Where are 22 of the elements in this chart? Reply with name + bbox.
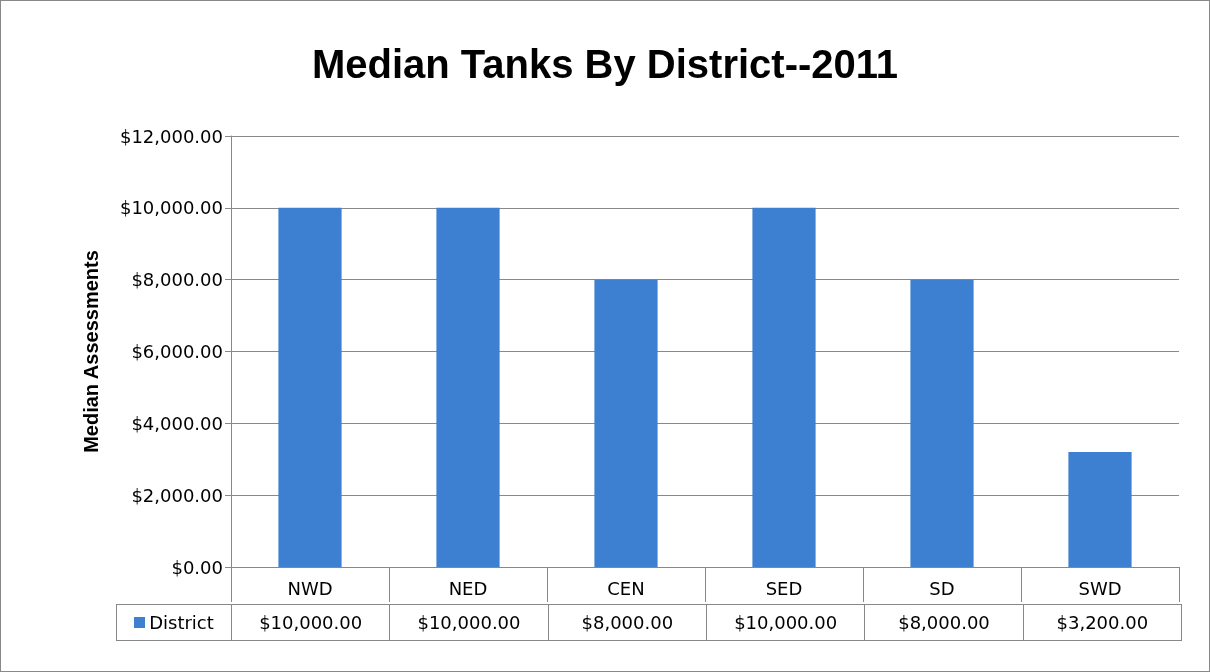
y-tick-label: $8,000.00 [131,269,223,291]
data-label: $10,000.00 [706,604,866,641]
data-label: $8,000.00 [547,604,707,641]
legend-label: District [116,604,232,641]
data-label: $10,000.00 [389,604,549,641]
y-tick-label: $10,000.00 [119,197,223,219]
y-tick-label: $2,000.00 [131,484,223,506]
y-axis-title: Median Assessments [80,250,102,453]
y-tick-label: $4,000.00 [131,412,223,434]
x-tick-label: NWD [287,577,333,599]
x-tick-label: NED [448,577,488,599]
y-tick-label: $0.00 [171,556,223,578]
data-label: $3,200.00 [1022,604,1182,641]
x-tick-label: SD [929,577,955,599]
chart-title: Median Tanks By District--2011 [311,42,899,86]
y-tick-label: $6,000.00 [131,341,223,362]
x-tick-label: CEN [607,577,645,599]
data-label: $8,000.00 [864,604,1024,641]
data-label: $10,000.00 [231,604,391,641]
x-tick-label: SWD [1078,577,1122,599]
x-tick-label: SED [765,577,803,599]
y-tick-label: $12,000.00 [119,125,223,147]
